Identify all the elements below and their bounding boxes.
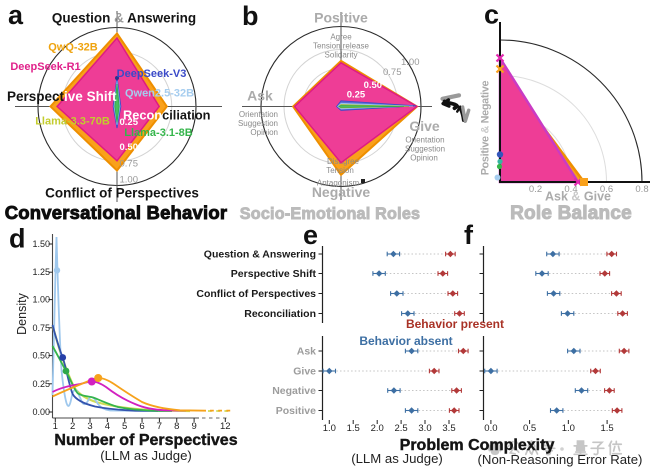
svg-text:0.50: 0.50 (120, 142, 139, 153)
svg-text:12: 12 (220, 421, 231, 432)
svg-text:0.25: 0.25 (347, 90, 366, 101)
svg-text:3.5: 3.5 (442, 423, 455, 434)
svg-text:0.50: 0.50 (32, 351, 50, 361)
svg-text:1.00: 1.00 (32, 295, 50, 305)
svg-text:Question & Answering: Question & Answering (204, 249, 316, 261)
svg-text:Question & Answering: Question & Answering (52, 11, 196, 26)
svg-text:c: c (484, 0, 499, 30)
svg-text:Qwen2.5-32B: Qwen2.5-32B (125, 88, 194, 100)
svg-text:Give: Give (293, 366, 316, 378)
svg-text:1.00: 1.00 (120, 175, 139, 186)
svg-text:6: 6 (139, 421, 144, 432)
svg-text:2: 2 (70, 421, 75, 432)
svg-text:0.25: 0.25 (120, 117, 139, 128)
svg-text:Conversational Behavior: Conversational Behavior (5, 202, 228, 223)
svg-text:Positive & Negative: Positive & Negative (480, 80, 492, 175)
svg-text:2.0: 2.0 (371, 423, 384, 434)
svg-text:e: e (303, 220, 318, 250)
svg-text:1.0: 1.0 (562, 423, 575, 434)
svg-text:8: 8 (174, 421, 179, 432)
svg-text:Problem Complexity: Problem Complexity (400, 437, 555, 454)
svg-text:0.5: 0.5 (523, 423, 536, 434)
svg-text:1.00: 1.00 (401, 57, 420, 68)
svg-text:Antagonism: Antagonism (317, 179, 360, 188)
svg-text:Perspective Shift: Perspective Shift (7, 89, 117, 104)
svg-text:Positive: Positive (276, 405, 316, 417)
svg-text:f: f (464, 220, 474, 250)
svg-text:(LLM as Judge): (LLM as Judge) (100, 448, 192, 463)
svg-text:Reconciliation: Reconciliation (123, 108, 211, 123)
svg-text:QwQ-32B: QwQ-32B (48, 42, 98, 54)
svg-text:d: d (9, 224, 26, 254)
svg-text:Orientation: Orientation (405, 136, 444, 145)
svg-text:Opinion: Opinion (250, 128, 278, 137)
svg-text:Ask: Ask (247, 88, 273, 104)
svg-text:DeepSeek-V3: DeepSeek-V3 (117, 68, 187, 80)
svg-text:0.75: 0.75 (32, 323, 50, 333)
svg-text:2.5: 2.5 (394, 423, 407, 434)
svg-text:(LLM as Judge): (LLM as Judge) (351, 451, 443, 466)
svg-text:Behavior present: Behavior present (406, 317, 504, 331)
svg-text:0.4: 0.4 (564, 184, 577, 195)
svg-text:0.00: 0.00 (32, 407, 50, 417)
svg-text:1.5: 1.5 (600, 423, 613, 434)
svg-text:0.75: 0.75 (120, 159, 139, 170)
svg-text:Ask: Ask (297, 346, 316, 358)
svg-text:Give: Give (409, 118, 440, 134)
svg-text:0.0: 0.0 (484, 423, 497, 434)
svg-text:Role Balance: Role Balance (510, 203, 632, 224)
svg-text:Perspective Shift: Perspective Shift (231, 268, 317, 280)
svg-text:0.8: 0.8 (635, 184, 648, 195)
svg-text:Negative: Negative (272, 385, 316, 397)
svg-text:Ask & Give: Ask & Give (545, 190, 611, 204)
svg-text:3.0: 3.0 (418, 423, 431, 434)
svg-text:Llama-3.3-70B: Llama-3.3-70B (35, 116, 110, 128)
svg-text:Suggestion: Suggestion (405, 145, 445, 154)
svg-text:0.50: 0.50 (364, 80, 383, 91)
svg-text:7: 7 (157, 421, 162, 432)
svg-text:b: b (242, 1, 259, 31)
svg-text:Conflict of Perspectives: Conflict of Perspectives (196, 288, 316, 300)
svg-text:DeepSeek-R1: DeepSeek-R1 (10, 61, 80, 73)
svg-text:1.0: 1.0 (323, 423, 336, 434)
svg-text:4: 4 (105, 421, 110, 432)
svg-text:1.5: 1.5 (347, 423, 360, 434)
svg-text:Socio-Emotional Roles: Socio-Emotional Roles (240, 205, 420, 223)
svg-text:Llama-3.1-8B: Llama-3.1-8B (124, 127, 193, 139)
svg-text:5: 5 (122, 421, 127, 432)
svg-text:1.25: 1.25 (32, 267, 50, 277)
svg-text:3: 3 (87, 421, 92, 432)
svg-text:Suggestion: Suggestion (238, 119, 278, 128)
svg-text:a: a (8, 0, 24, 30)
svg-text:9: 9 (191, 421, 196, 432)
svg-text:Behavior absent: Behavior absent (359, 334, 452, 348)
svg-text:0.6: 0.6 (600, 184, 613, 195)
svg-text:Orientation: Orientation (239, 110, 278, 119)
svg-text:Reconciliation: Reconciliation (244, 308, 316, 320)
svg-text:1: 1 (53, 421, 58, 432)
svg-text:Density: Density (15, 292, 29, 334)
svg-text:(Non-Reasoning Error Rate): (Non-Reasoning Error Rate) (478, 452, 643, 467)
svg-text:Tension: Tension (326, 166, 354, 175)
svg-text:0.2: 0.2 (529, 184, 542, 195)
svg-text:0.25: 0.25 (32, 379, 50, 389)
svg-text:Positive: Positive (314, 10, 368, 26)
svg-text:Negative: Negative (312, 184, 371, 200)
svg-text:Opinion: Opinion (410, 154, 438, 163)
svg-text:Conflict of Perspectives: Conflict of Perspectives (45, 186, 199, 201)
svg-text:Number of Perspectives: Number of Perspectives (54, 432, 237, 449)
svg-text:0.75: 0.75 (383, 67, 402, 78)
svg-text:1.50: 1.50 (32, 239, 50, 249)
